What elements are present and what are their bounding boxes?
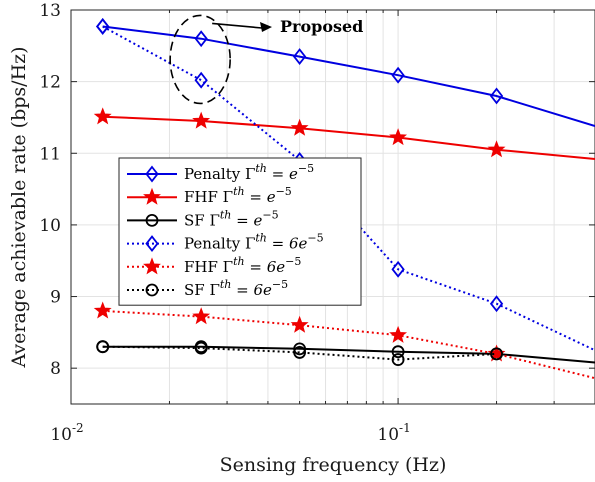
data-point-diamond <box>96 18 110 35</box>
legend-entry: FHF Γth = e−5 <box>127 185 292 206</box>
legend-label: FHF Γth = 6e−5 <box>184 255 301 276</box>
data-point-star <box>192 307 211 325</box>
legend-label: FHF Γth = e−5 <box>184 185 292 206</box>
data-point-circle <box>293 346 307 359</box>
data-point-circle <box>391 345 405 359</box>
legend-label: SF Γth = 6e−5 <box>184 278 288 299</box>
data-point-diamond <box>489 87 504 105</box>
data-point-circle <box>490 347 503 361</box>
legend-entry: SF Γth = 6e−5 <box>127 278 288 299</box>
y-tick-label: 11 <box>39 144 61 164</box>
series-line <box>102 309 595 380</box>
legend-entry: SF Γth = e−5 <box>127 208 279 229</box>
legend-entry: Penalty Γth = 6e−5 <box>127 232 324 253</box>
data-point-diamond <box>391 66 405 84</box>
y-tick-label: 8 <box>50 359 61 379</box>
annotation-label: Proposed <box>280 17 363 36</box>
annotation-ellipse <box>169 14 231 105</box>
series-line <box>102 115 595 160</box>
series-group <box>93 18 595 380</box>
data-point-circle <box>194 341 208 355</box>
series-line <box>102 25 595 128</box>
series-circle-dotted <box>96 340 503 366</box>
legend-label: SF Γth = e−5 <box>184 208 279 229</box>
x-tick-label: 10-1 <box>377 421 410 445</box>
y-tick-label: 12 <box>39 73 61 93</box>
y-tick-label: 10 <box>39 216 61 236</box>
data-point-star <box>192 111 211 129</box>
data-point-circle <box>391 353 405 366</box>
data-point-diamond <box>489 295 504 313</box>
data-point-star <box>93 107 112 125</box>
plot-frame <box>70 9 595 405</box>
legend-entry: FHF Γth = 6e−5 <box>127 255 301 276</box>
data-point-diamond <box>292 48 307 66</box>
legend-entry: Penalty Γth = e−5 <box>127 162 314 183</box>
x-axis-title: Sensing frequency (Hz) <box>220 454 447 476</box>
annotation-arrow-line <box>212 22 263 29</box>
y-axis-title: Average achievable rate (bps/Hz) <box>8 46 30 368</box>
legend-swatch-marker <box>143 187 161 205</box>
series-star-solid <box>93 107 595 160</box>
series-line <box>102 345 497 361</box>
data-point-circle <box>293 342 307 356</box>
annotation-arrowhead <box>260 22 272 32</box>
annotation-group: Proposed <box>169 14 363 105</box>
legend-label: Penalty Γth = 6e−5 <box>184 232 324 253</box>
legend-swatch-marker <box>145 283 159 297</box>
data-point-star <box>487 140 506 158</box>
series-star-dotted <box>93 301 595 380</box>
data-point-star <box>389 325 408 343</box>
data-point-diamond <box>194 30 208 48</box>
y-tick-label: 13 <box>39 1 61 21</box>
data-point-circle <box>96 340 110 354</box>
y-tick-label: 9 <box>50 288 61 308</box>
legend-swatch-marker <box>145 213 159 227</box>
legend-swatch-marker <box>143 257 161 275</box>
legend-swatch-marker <box>145 235 159 253</box>
legend-label: Penalty Γth = e−5 <box>184 162 314 183</box>
legend-swatch-marker <box>145 165 159 183</box>
data-point-diamond <box>391 260 405 278</box>
data-point-star <box>389 128 408 146</box>
data-point-star <box>93 301 112 319</box>
data-point-star <box>290 315 309 333</box>
axis-ticks: 10-2 10-1 8 9 10 11 12 13 <box>39 1 595 445</box>
x-tick-label: 10-2 <box>50 421 83 445</box>
data-point-diamond <box>194 71 208 89</box>
data-point-star <box>290 118 309 136</box>
legend-box <box>118 157 362 306</box>
series-line <box>102 345 595 364</box>
